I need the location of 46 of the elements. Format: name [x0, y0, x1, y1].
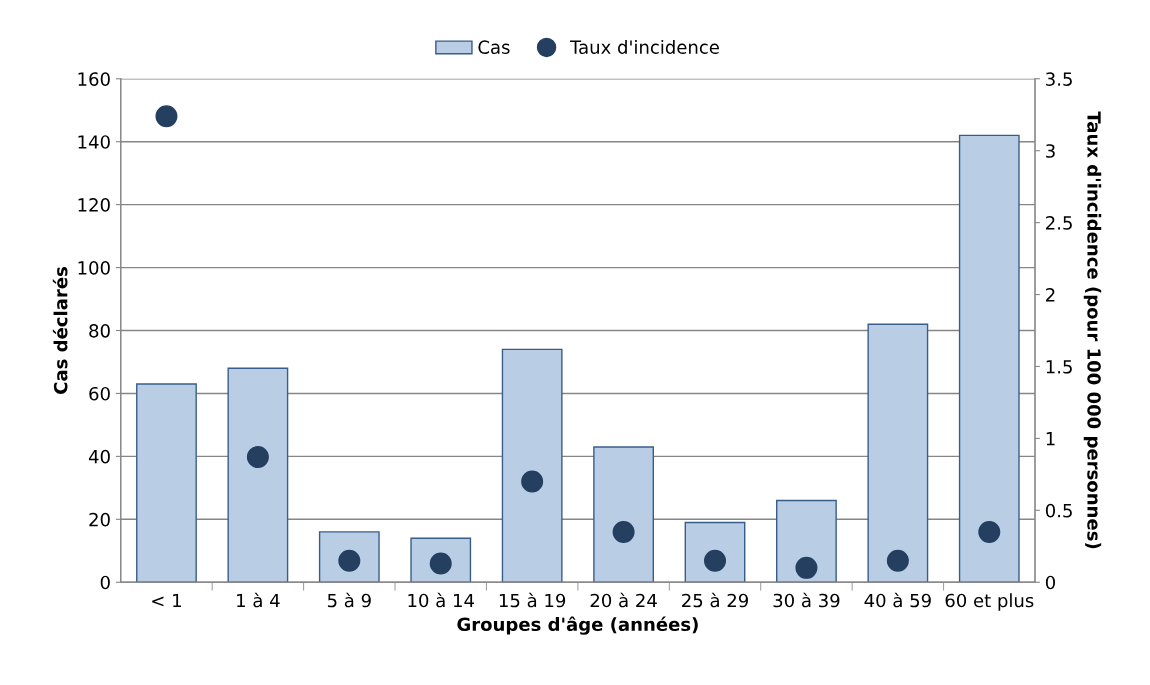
y2-tick-label: 2 [1046, 288, 1055, 302]
point [612, 520, 635, 543]
y-tick-label: 0 [100, 575, 110, 590]
y-tick-label: 120 [78, 198, 110, 212]
x-tick-label: 15 à 19 [499, 592, 566, 608]
y-tick-label: 40 [88, 449, 110, 464]
x-tick-label: 5 à 9 [327, 592, 371, 608]
y-tick-label: 140 [78, 135, 110, 149]
x-axis-title: Groupes d'âge (années) [457, 616, 698, 635]
x-tick-label: 60 et plus [945, 593, 1034, 611]
legend-label: Cas [478, 40, 510, 54]
point [246, 446, 269, 469]
bar [501, 348, 563, 583]
y2-tick-label: 0.5 [1045, 503, 1072, 518]
x-tick-label: 1 à 4 [237, 592, 280, 608]
x-tick-label: 10 à 14 [408, 592, 474, 608]
bar [867, 323, 929, 583]
x-tick-label: 40 à 59 [864, 592, 931, 608]
bar [227, 367, 289, 583]
y2-tick-label: 3.5 [1046, 72, 1072, 86]
y-tick-label: 80 [89, 323, 110, 338]
legend-label: Taux d'incidence [569, 40, 719, 54]
y-tick-label: 160 [78, 72, 110, 86]
y2-tick-label: 1 [1046, 432, 1055, 446]
point [521, 470, 544, 493]
point [886, 549, 909, 572]
point [978, 520, 1001, 543]
y2-tick-label: 1.5 [1046, 360, 1072, 374]
y2-tick-label: 0 [1045, 575, 1056, 590]
y2-tick-label: 2.5 [1046, 216, 1072, 230]
x-tick-label: < 1 [152, 593, 181, 608]
y-tick-label: 60 [89, 386, 110, 401]
bar [958, 134, 1020, 583]
y2-tick-label: 3 [1046, 144, 1055, 158]
bar [776, 499, 837, 583]
x-tick-label: 30 à 39 [773, 592, 840, 608]
bar [593, 446, 654, 583]
point [155, 105, 178, 128]
y-tick-label: 100 [78, 261, 110, 275]
y-tick-label: 20 [89, 512, 110, 527]
bar [136, 383, 197, 583]
y2-axis-title: Taux d'incidence (pour 100 000 personnes) [1083, 111, 1102, 549]
x-tick-label: 20 à 24 [590, 592, 657, 608]
y-axis-title: Cas déclarés [52, 267, 68, 394]
point [795, 556, 818, 579]
x-tick-label: 25 à 29 [682, 592, 748, 608]
